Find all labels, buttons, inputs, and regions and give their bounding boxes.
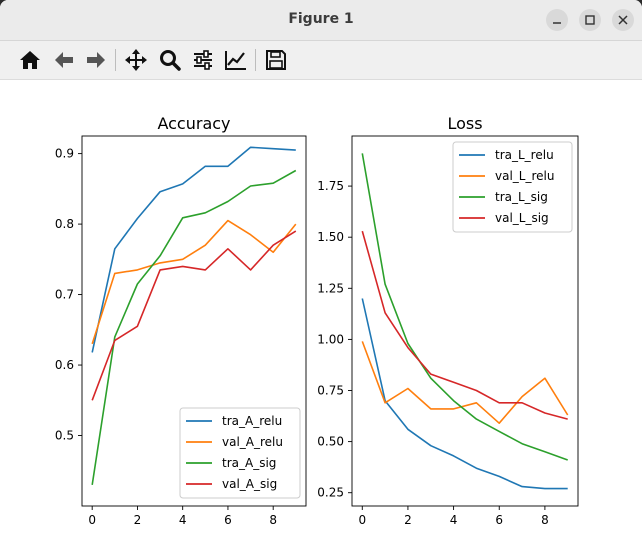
y-tick-label: 1.50 xyxy=(317,230,344,244)
edit-axis-icon xyxy=(225,51,246,70)
chart-loss: Loss 0 2 4 6 8 0.25 0.50 0.75 1.00 1.25 1.50 1.75 tra… xyxy=(317,114,579,527)
x-tick-label: 0 xyxy=(358,513,366,527)
legend-label: val_L_sig xyxy=(495,211,549,225)
x-tick-label: 4 xyxy=(179,513,187,527)
y-tick-label: 0.50 xyxy=(317,435,344,449)
maximize-button[interactable] xyxy=(579,9,601,31)
legend-box xyxy=(179,407,301,499)
figure-canvas[interactable]: Accuracy 0 2 4 6 8 0.5 0.6 0.7 0.8 0.9 tra_A_relu va… xyxy=(0,80,642,557)
chart-title: Accuracy xyxy=(157,114,230,133)
save-button[interactable] xyxy=(263,47,289,73)
y-tick-label: 0.25 xyxy=(317,486,344,500)
y-tick-label: 0.9 xyxy=(55,147,74,161)
y-tick-label: 0.75 xyxy=(317,384,344,398)
legend-box xyxy=(452,141,573,233)
close-button[interactable] xyxy=(612,9,634,31)
maximize-icon xyxy=(585,15,595,25)
axes-frame xyxy=(351,135,579,507)
x-tick-label: 6 xyxy=(224,513,232,527)
forward-arrow-icon xyxy=(87,52,105,68)
legend-label: tra_A_relu xyxy=(222,414,282,428)
close-icon xyxy=(618,15,628,25)
minimize-button[interactable] xyxy=(546,9,568,31)
forward-button[interactable] xyxy=(83,47,109,73)
legend-label: val_L_relu xyxy=(495,169,554,183)
minimize-icon xyxy=(553,22,561,24)
edit-axis-button[interactable] xyxy=(223,47,249,73)
y-tick-label: 1.00 xyxy=(317,332,344,346)
toolbar-separator xyxy=(115,49,116,71)
series-line-val_A_sig xyxy=(91,230,297,401)
legend-label: tra_A_sig xyxy=(222,456,276,470)
series-line-tra_A_relu xyxy=(91,146,296,353)
legend-label: tra_L_sig xyxy=(495,190,548,204)
pan-icon xyxy=(125,49,147,71)
axes-frame xyxy=(81,135,307,507)
zoom-button[interactable] xyxy=(157,47,183,73)
series-line-tra_L_relu xyxy=(361,298,568,490)
save-icon xyxy=(266,50,286,70)
series-line-tra_A_sig xyxy=(91,169,297,486)
series-line-val_L_relu xyxy=(361,341,569,425)
chart-accuracy: Accuracy 0 2 4 6 8 0.5 0.6 0.7 0.8 0.9 tra_A_reluva… xyxy=(55,114,307,527)
navigation-toolbar xyxy=(0,41,642,80)
toolbar-separator xyxy=(255,49,256,71)
home-icon xyxy=(20,51,40,69)
zoom-icon xyxy=(160,50,181,71)
x-tick-label: 2 xyxy=(404,513,412,527)
home-button[interactable] xyxy=(17,47,43,73)
legend-label: val_A_relu xyxy=(222,435,283,449)
y-tick-label: 0.8 xyxy=(55,217,74,231)
back-button[interactable] xyxy=(51,47,77,73)
pan-button[interactable] xyxy=(123,47,149,73)
series-line-val_A_relu xyxy=(91,219,297,345)
legend-label: tra_L_relu xyxy=(495,148,554,162)
y-tick-label: 1.75 xyxy=(317,179,344,193)
y-tick-label: 0.7 xyxy=(55,288,74,302)
window-title: Figure 1 xyxy=(288,11,354,27)
series-line-val_L_sig xyxy=(361,230,568,420)
series-line-tra_L_sig xyxy=(361,153,568,461)
y-tick-label: 1.25 xyxy=(317,281,344,295)
x-tick-label: 0 xyxy=(88,513,96,527)
legend-label: val_A_sig xyxy=(222,477,277,491)
x-tick-label: 6 xyxy=(495,513,503,527)
y-tick-label: 0.6 xyxy=(55,358,74,372)
x-tick-label: 8 xyxy=(269,513,277,527)
subplots-config-icon xyxy=(194,50,212,70)
x-tick-label: 4 xyxy=(450,513,458,527)
x-tick-label: 8 xyxy=(541,513,549,527)
chart-title: Loss xyxy=(447,114,482,133)
back-arrow-icon xyxy=(55,52,73,68)
y-tick-label: 0.5 xyxy=(55,429,74,443)
x-tick-label: 2 xyxy=(134,513,142,527)
title-bar[interactable]: Figure 1 xyxy=(0,0,642,41)
subplots-button[interactable] xyxy=(190,47,216,73)
